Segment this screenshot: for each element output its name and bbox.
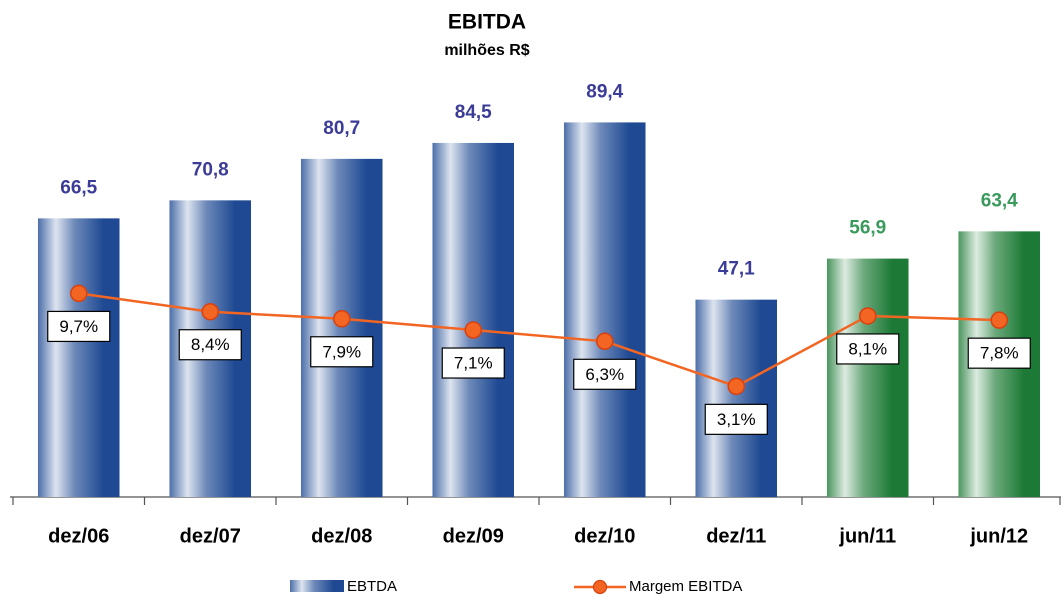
legend-swatch (290, 580, 344, 592)
margin-value-label: 7,9% (322, 342, 361, 361)
bar (563, 122, 646, 497)
label-box (47, 310, 111, 343)
bar (826, 258, 909, 497)
bar-value-label: 89,4 (586, 81, 623, 102)
chart-subtitle: milhões R$ (444, 42, 529, 59)
bar (432, 142, 515, 497)
bar (695, 299, 778, 497)
label-box (967, 337, 1031, 369)
margin-point (464, 321, 482, 339)
margin-value-label: 7,1% (454, 354, 493, 373)
margin-value-label: 9,7% (59, 317, 98, 336)
bar-value-label: 56,9 (849, 218, 886, 239)
legend-marker (592, 579, 608, 595)
bar-value-label: 63,4 (981, 190, 1018, 211)
margin-point (990, 311, 1008, 329)
margin-line (78, 292, 1000, 388)
label-box (178, 329, 242, 361)
x-tick-label: dez/11 (706, 525, 766, 547)
bar-value-label: 80,7 (323, 118, 360, 139)
label-box (441, 347, 505, 379)
margin-value-label: 3,1% (717, 410, 756, 429)
x-tick-label: dez/08 (311, 525, 372, 547)
margin-value-label: 6,3% (585, 365, 624, 384)
x-tick-label: dez/10 (574, 525, 635, 547)
legend-label: EBTDA (347, 578, 397, 595)
label-box (310, 336, 374, 368)
margin-value-label: 7,8% (980, 344, 1019, 363)
bar-value-label: 70,8 (192, 159, 229, 180)
label-box (836, 333, 900, 365)
x-tick-label: dez/07 (180, 525, 241, 547)
bar-value-label: 66,5 (60, 177, 97, 198)
margin-point (596, 332, 614, 351)
margin-point (70, 284, 88, 303)
bar (37, 218, 120, 498)
x-tick-label: dez/09 (443, 525, 504, 547)
label-box (573, 358, 637, 390)
x-tick-label: jun/12 (969, 525, 1028, 547)
bar (300, 158, 383, 497)
label-box (704, 403, 768, 435)
margin-point (727, 377, 745, 396)
margin-value-label: 8,4% (191, 335, 230, 354)
margin-point (859, 307, 877, 325)
chart-title: EBITDA (448, 11, 526, 34)
x-tick-label: jun/11 (838, 525, 896, 547)
margin-value-label: 8,1% (848, 339, 887, 358)
margin-point (201, 302, 219, 321)
bar-value-label: 47,1 (718, 259, 755, 280)
x-tick-label: dez/06 (48, 525, 109, 547)
margin-point (333, 310, 351, 328)
bar-value-label: 84,5 (455, 102, 492, 123)
legend-label: Margem EBITDA (629, 578, 742, 595)
